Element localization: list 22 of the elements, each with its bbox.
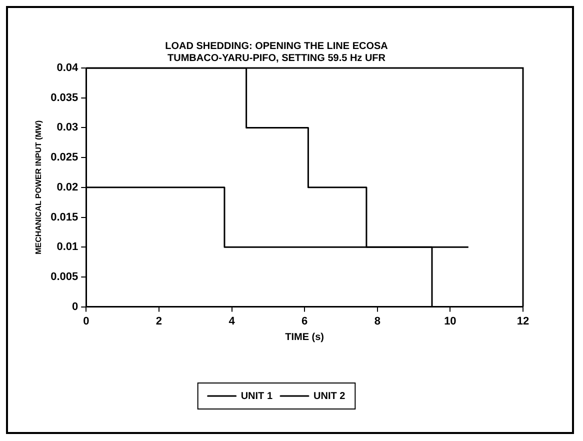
y-tick-label: 0.02 xyxy=(56,181,78,194)
y-tick-label: 0.035 xyxy=(50,92,78,104)
x-tick-label: 6 xyxy=(302,315,308,328)
y-tick-label: 0.04 xyxy=(56,62,79,74)
x-tick-label: 0 xyxy=(83,315,90,328)
y-tick-label: 0.025 xyxy=(50,152,78,164)
y-tick-label: 0.005 xyxy=(50,270,78,283)
chart-subtitle: TUMBACO-YARU-PIFO, SETTING 59.5 Hz UFR xyxy=(168,52,386,64)
y-tick-label: 0.03 xyxy=(56,122,78,134)
x-tick-label: 8 xyxy=(374,315,380,328)
x-tick-label: 4 xyxy=(228,315,236,328)
x-tick-label: 10 xyxy=(444,315,456,328)
x-tick-label: 12 xyxy=(516,315,530,328)
y-tick-label: 0.01 xyxy=(56,241,78,254)
y-tick-label: 0.015 xyxy=(50,211,78,224)
x-axis-title: TIME (s) xyxy=(285,332,324,343)
legend-label: UNIT 1 xyxy=(240,390,273,402)
legend-label: UNIT 2 xyxy=(314,390,346,402)
x-tick-label: 2 xyxy=(156,315,162,328)
chart-title: LOAD SHEDDING: OPENING THE LINE ECOSA xyxy=(165,40,388,52)
y-axis-title: MECHANICAL POWER INPUT (MW) xyxy=(34,120,44,254)
y-tick-label: 0 xyxy=(72,300,78,313)
